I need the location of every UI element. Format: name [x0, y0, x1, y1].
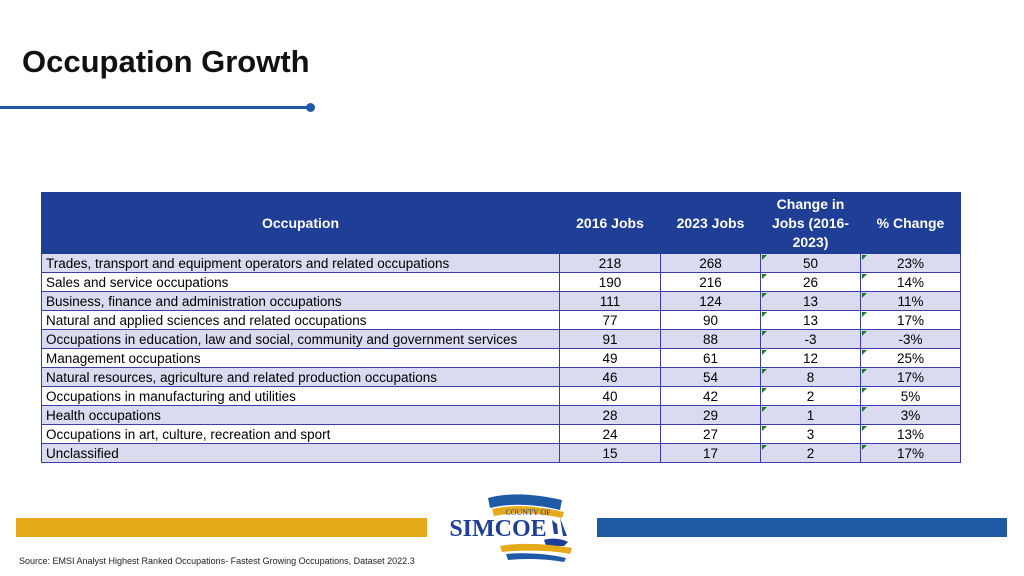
cell-2023-jobs: 88: [660, 329, 761, 349]
table-row: Sales and service occupations 190 216 26 14%: [41, 272, 961, 292]
cell-2016-jobs: 49: [559, 348, 661, 368]
table-row: Trades, transport and equipment operator…: [41, 253, 961, 273]
table-row: Occupations in education, law and social…: [41, 329, 961, 349]
occupation-table: Occupation 2016 Jobs 2023 Jobs Change in…: [41, 192, 961, 463]
cell-change-in-jobs: 2: [760, 443, 861, 463]
cell-2016-jobs: 46: [559, 367, 661, 387]
header-2016-jobs: 2016 Jobs: [559, 192, 661, 254]
cell-2016-jobs: 91: [559, 329, 661, 349]
cell-change-in-jobs: 50: [760, 253, 861, 273]
cell-percent-change: 23%: [860, 253, 961, 273]
header-2023-jobs: 2023 Jobs: [660, 192, 761, 254]
header-percent-change: % Change: [860, 192, 961, 254]
table-row: Natural and applied sciences and related…: [41, 310, 961, 330]
cell-2016-jobs: 218: [559, 253, 661, 273]
table-row: Management occupations 49 61 12 25%: [41, 348, 961, 368]
table-row: Occupations in manufacturing and utiliti…: [41, 386, 961, 406]
table-row: Health occupations 28 29 1 3%: [41, 405, 961, 425]
cell-occupation: Sales and service occupations: [41, 272, 560, 292]
logo-line2: SIMCOE: [449, 516, 546, 542]
cell-percent-change: 5%: [860, 386, 961, 406]
cell-2023-jobs: 54: [660, 367, 761, 387]
logo-line1: COUNTY OF: [505, 508, 551, 517]
cell-2023-jobs: 268: [660, 253, 761, 273]
cell-2023-jobs: 42: [660, 386, 761, 406]
cell-change-in-jobs: 12: [760, 348, 861, 368]
cell-change-in-jobs: 13: [760, 310, 861, 330]
table-row: Occupations in art, culture, recreation …: [41, 424, 961, 444]
county-of-simcoe-logo: COUNTY OF SIMCOE: [449, 494, 572, 562]
cell-percent-change: 25%: [860, 348, 961, 368]
cell-change-in-jobs: -3: [760, 329, 861, 349]
page-title: Occupation Growth: [22, 44, 310, 79]
cell-occupation: Natural resources, agriculture and relat…: [41, 367, 560, 387]
cell-occupation: Occupations in education, law and social…: [41, 329, 560, 349]
cell-percent-change: 11%: [860, 291, 961, 311]
cell-2016-jobs: 77: [559, 310, 661, 330]
title-underline: [0, 106, 310, 109]
cell-occupation: Occupations in manufacturing and utiliti…: [41, 386, 560, 406]
footer-band-gold: [16, 518, 427, 537]
cell-2023-jobs: 124: [660, 291, 761, 311]
table-row: Business, finance and administration occ…: [41, 291, 961, 311]
table-row: Unclassified 15 17 2 17%: [41, 443, 961, 463]
cell-2023-jobs: 27: [660, 424, 761, 444]
cell-occupation: Management occupations: [41, 348, 560, 368]
footer-band-blue: [597, 518, 1007, 537]
cell-change-in-jobs: 1: [760, 405, 861, 425]
cell-change-in-jobs: 8: [760, 367, 861, 387]
cell-occupation: Occupations in art, culture, recreation …: [41, 424, 560, 444]
cell-occupation: Trades, transport and equipment operator…: [41, 253, 560, 273]
cell-2023-jobs: 61: [660, 348, 761, 368]
cell-percent-change: 14%: [860, 272, 961, 292]
cell-percent-change: -3%: [860, 329, 961, 349]
header-occupation: Occupation: [41, 192, 560, 254]
cell-percent-change: 17%: [860, 443, 961, 463]
cell-2016-jobs: 28: [559, 405, 661, 425]
cell-2016-jobs: 15: [559, 443, 661, 463]
cell-2016-jobs: 190: [559, 272, 661, 292]
title-underline-dot: [306, 103, 315, 112]
cell-2016-jobs: 24: [559, 424, 661, 444]
cell-occupation: Business, finance and administration occ…: [41, 291, 560, 311]
cell-change-in-jobs: 13: [760, 291, 861, 311]
cell-percent-change: 17%: [860, 310, 961, 330]
cell-2023-jobs: 29: [660, 405, 761, 425]
table-header-row: Occupation 2016 Jobs 2023 Jobs Change in…: [41, 192, 961, 254]
table-row: Natural resources, agriculture and relat…: [41, 367, 961, 387]
cell-occupation: Natural and applied sciences and related…: [41, 310, 560, 330]
cell-change-in-jobs: 26: [760, 272, 861, 292]
cell-change-in-jobs: 3: [760, 424, 861, 444]
cell-occupation: Unclassified: [41, 443, 560, 463]
cell-2016-jobs: 40: [559, 386, 661, 406]
cell-2023-jobs: 216: [660, 272, 761, 292]
cell-2016-jobs: 111: [559, 291, 661, 311]
table-body: Trades, transport and equipment operator…: [41, 253, 961, 463]
cell-percent-change: 3%: [860, 405, 961, 425]
cell-percent-change: 13%: [860, 424, 961, 444]
cell-occupation: Health occupations: [41, 405, 560, 425]
cell-change-in-jobs: 2: [760, 386, 861, 406]
cell-2023-jobs: 90: [660, 310, 761, 330]
source-note: Source: EMSI Analyst Highest Ranked Occu…: [19, 556, 415, 566]
cell-2023-jobs: 17: [660, 443, 761, 463]
header-change-in-jobs: Change in Jobs (2016-2023): [760, 192, 861, 254]
cell-percent-change: 17%: [860, 367, 961, 387]
